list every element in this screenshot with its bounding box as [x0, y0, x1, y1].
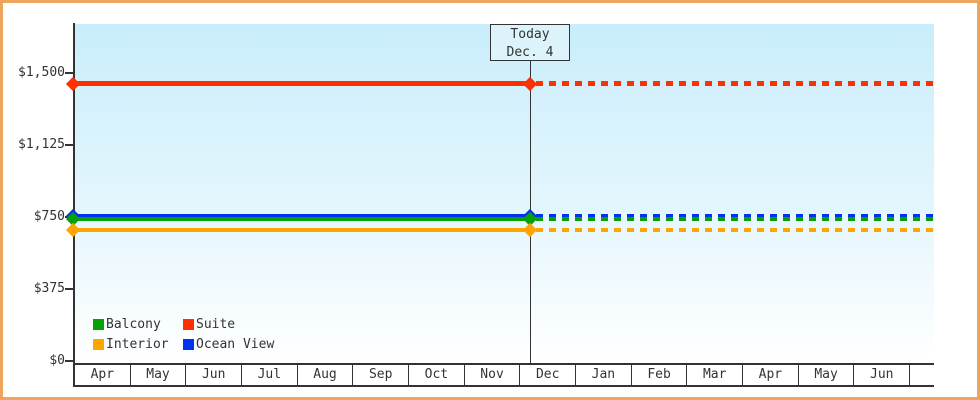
month-cell-jun: Jun: [186, 365, 243, 385]
series-line-past-suite: [73, 81, 530, 87]
series-line-past-ocean-view: [73, 214, 530, 219]
y-axis-tick-mark: [65, 360, 73, 362]
legend-swatch-balcony: [93, 318, 104, 330]
y-axis-tick-mark: [65, 72, 73, 74]
legend-item-balcony: Balcony: [93, 317, 183, 332]
today-annotation-box: Today Dec. 4: [490, 24, 570, 61]
month-cell-jul: Jul: [242, 365, 298, 385]
month-cell-apr: Apr: [75, 365, 131, 385]
month-cell-feb: Feb: [631, 365, 688, 385]
legend-item-ocean-view: Ocean View: [183, 337, 274, 352]
month-cell-may: May: [798, 365, 855, 385]
today-annotation-line2: Dec. 4: [506, 45, 554, 60]
legend-label-ocean-view: Ocean View: [196, 336, 275, 352]
month-cell-jan: Jan: [576, 365, 632, 385]
today-annotation-line1: Today: [510, 27, 550, 42]
legend-swatch-interior: [93, 338, 104, 350]
series-line-past-interior: [73, 228, 530, 233]
legend-row: Balcony Suite: [93, 314, 274, 334]
legend-swatch-suite: [183, 318, 194, 330]
month-cell-nov: Nov: [464, 365, 521, 385]
month-cell-apr: Apr: [743, 365, 799, 385]
month-cell-sep: Sep: [353, 365, 410, 385]
legend-swatch-ocean-view: [183, 338, 194, 350]
month-cell-aug: Aug: [297, 365, 354, 385]
series-line-past-balcony: [73, 217, 530, 222]
y-axis-tick-mark: [65, 144, 73, 146]
series-line-future-interior: [536, 228, 934, 233]
month-cell-empty: [910, 365, 935, 385]
legend-label-interior: Interior: [106, 336, 169, 352]
x-axis-month-band: Apr May Jun Jul Aug Sep Oct Nov Dec Jan Feb Mar Apr M…: [75, 363, 935, 387]
y-axis-tick-label: $375: [33, 281, 65, 296]
y-axis-tick-mark: [65, 288, 73, 290]
y-axis-tick-label: $1,125: [18, 137, 65, 152]
month-cell-may: May: [130, 365, 187, 385]
series-line-future-ocean-view: [536, 214, 934, 219]
legend-item-interior: Interior: [93, 337, 183, 352]
legend-item-suite: Suite: [183, 317, 235, 332]
legend-label-balcony: Balcony: [106, 316, 161, 332]
month-cell-dec: Dec: [520, 365, 577, 385]
series-line-future-suite: [536, 81, 934, 87]
y-axis-tick-label: $750: [33, 209, 65, 224]
month-cell-jun: Jun: [854, 365, 911, 385]
y-axis-tick-label: $1,500: [18, 65, 65, 80]
month-cell-mar: Mar: [687, 365, 744, 385]
month-cell-oct: Oct: [409, 365, 465, 385]
legend-row: Interior Ocean View: [93, 334, 274, 354]
chart-legend: Balcony Suite Interior Ocean View: [93, 314, 274, 354]
y-axis-line: [73, 23, 75, 387]
series-line-future-balcony: [536, 217, 934, 222]
legend-label-suite: Suite: [196, 316, 236, 332]
plot-area-background: [75, 24, 934, 361]
y-axis-tick-label: $0: [49, 353, 65, 368]
